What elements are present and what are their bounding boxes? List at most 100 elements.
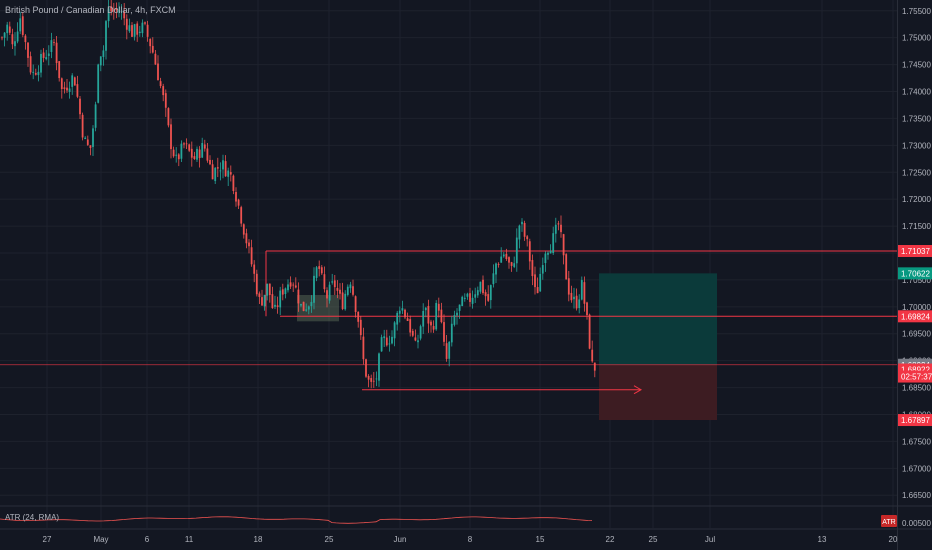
candle-body bbox=[359, 319, 362, 336]
candle-body bbox=[190, 148, 193, 158]
candle-body bbox=[461, 296, 464, 307]
candle-body bbox=[123, 11, 126, 19]
candle-body bbox=[144, 22, 146, 24]
candle-body bbox=[591, 349, 594, 362]
candle-body bbox=[557, 223, 560, 225]
candle-body bbox=[21, 16, 24, 35]
position-tool[interactable] bbox=[599, 273, 717, 421]
candle-body bbox=[484, 292, 487, 297]
candle-body bbox=[172, 149, 175, 157]
candle-body bbox=[430, 321, 432, 326]
candle-body bbox=[326, 290, 328, 299]
candle-body bbox=[419, 326, 422, 339]
price-tick-label: 1.73000 bbox=[902, 141, 931, 150]
candle-body bbox=[287, 284, 289, 291]
candle-body bbox=[435, 302, 438, 330]
candle-body bbox=[336, 287, 339, 291]
candle-body bbox=[1, 37, 3, 39]
candle-body bbox=[476, 290, 479, 296]
candle-body bbox=[209, 159, 211, 165]
price-tick-label: 1.69500 bbox=[902, 330, 931, 339]
candle-body bbox=[73, 77, 76, 86]
candle-body bbox=[55, 42, 58, 64]
target-zone bbox=[599, 273, 717, 365]
time-tick-label: 18 bbox=[254, 535, 263, 544]
candle-body bbox=[276, 305, 279, 307]
candle-body bbox=[185, 143, 188, 145]
time-tick-label: Jun bbox=[394, 535, 407, 544]
time-tick-label: 15 bbox=[536, 535, 545, 544]
candle-body bbox=[539, 273, 542, 292]
candle-body bbox=[536, 287, 539, 294]
candle-body bbox=[159, 81, 162, 87]
candle-body bbox=[66, 87, 68, 91]
candle-body bbox=[203, 144, 206, 149]
candle-body bbox=[541, 265, 544, 274]
candle-body bbox=[149, 38, 152, 47]
candle-body bbox=[567, 278, 570, 295]
candle-body bbox=[128, 25, 131, 32]
price-tag bbox=[898, 267, 932, 280]
candle-body bbox=[258, 293, 261, 297]
candle-body bbox=[593, 362, 596, 371]
candle-body bbox=[489, 285, 492, 301]
candle-body bbox=[586, 302, 588, 316]
candle-body bbox=[305, 309, 308, 311]
chart-title: British Pound / Canadian Dollar, 4h, FXC… bbox=[5, 5, 176, 15]
candle-body bbox=[271, 294, 274, 309]
candle-body bbox=[196, 148, 198, 160]
candle-body bbox=[167, 108, 170, 126]
candle-body bbox=[157, 63, 159, 81]
candle-body bbox=[580, 280, 583, 300]
candle-body bbox=[60, 78, 63, 90]
candle-body bbox=[333, 280, 336, 288]
time-axis[interactable]: 27 May 6 11 18 25 Jun 8 15 22 25 Jul 13 20 bbox=[43, 535, 898, 544]
candle-body bbox=[188, 144, 191, 151]
candle-body bbox=[255, 273, 258, 295]
candle-body bbox=[107, 8, 110, 22]
candle-body bbox=[154, 53, 157, 65]
candle-body bbox=[406, 318, 409, 322]
candle-body bbox=[466, 293, 469, 297]
candle-body bbox=[422, 310, 425, 327]
levels[interactable] bbox=[0, 250, 897, 395]
candle-body bbox=[175, 154, 178, 156]
candle-body bbox=[479, 281, 482, 292]
candle-body bbox=[292, 284, 295, 286]
atr-badge-text: ATR bbox=[882, 519, 895, 526]
candle-body bbox=[240, 207, 243, 224]
candle-body bbox=[544, 253, 547, 264]
candle-body bbox=[81, 114, 84, 138]
time-tick-label: Jul bbox=[705, 535, 715, 544]
price-tick-label: 1.67000 bbox=[902, 464, 931, 473]
candle-body bbox=[562, 234, 565, 256]
candle-body bbox=[375, 378, 378, 380]
candle-body bbox=[120, 11, 123, 13]
atr-indicator-label[interactable]: ATR (24, RMA) bbox=[5, 513, 60, 522]
candle-body bbox=[367, 375, 370, 380]
time-tick-label: 22 bbox=[606, 535, 615, 544]
candle-body bbox=[266, 283, 269, 296]
candle-body bbox=[497, 264, 500, 265]
candle-body bbox=[560, 224, 562, 233]
candle-body bbox=[170, 124, 172, 150]
candle-body bbox=[102, 50, 105, 57]
candle-body bbox=[279, 290, 282, 308]
candle-body bbox=[289, 282, 292, 287]
candle-body bbox=[34, 73, 37, 75]
candle-body bbox=[500, 256, 503, 263]
time-tick-label: 20 bbox=[889, 535, 898, 544]
candle-body bbox=[14, 41, 16, 47]
candle-body bbox=[76, 84, 79, 97]
candle-body bbox=[253, 264, 256, 274]
candle-body bbox=[58, 61, 61, 79]
candle-body bbox=[521, 221, 523, 225]
candle-body bbox=[463, 297, 466, 299]
candle-body bbox=[492, 273, 495, 285]
candle-body bbox=[307, 306, 310, 310]
candle-body bbox=[588, 314, 591, 349]
candle-body bbox=[263, 294, 266, 307]
candle-body bbox=[528, 241, 531, 262]
candle-body bbox=[344, 293, 347, 310]
